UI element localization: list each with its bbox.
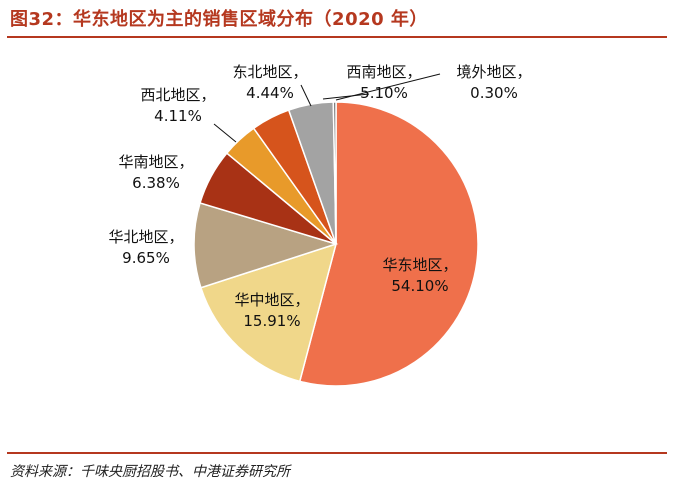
pie-slice bbox=[298, 101, 479, 387]
slice-value-label: 9.65% bbox=[122, 249, 170, 267]
slice-label: 华东地区， bbox=[382, 256, 457, 274]
pie-slice bbox=[332, 101, 337, 245]
source-note: 资料来源：千味央厨招股书、中港证券研究所 bbox=[10, 464, 290, 480]
slice-label: 华北地区， bbox=[108, 228, 183, 246]
slice-labels: 华东地区， 54.10% 华中地区， 15.91% 华北地区， 9.65% 华南地区， 6.3… bbox=[108, 63, 531, 330]
slice-label: 境外地区， bbox=[456, 63, 531, 81]
leader-line bbox=[300, 84, 312, 107]
slice-value-label: 6.38% bbox=[132, 174, 180, 192]
leader-lines bbox=[213, 73, 441, 143]
slice-value-label: 5.10% bbox=[360, 84, 408, 102]
pie-slice bbox=[199, 242, 338, 383]
slice-value-label: 15.91% bbox=[243, 312, 300, 330]
slice-label: 西南地区， bbox=[346, 63, 421, 81]
leader-line bbox=[322, 93, 370, 100]
title-divider bbox=[7, 36, 667, 38]
slice-label: 华中地区， bbox=[234, 291, 309, 309]
leader-line bbox=[213, 123, 237, 143]
chart-title: 图32：华东地区为主的销售区域分布（2020 年） bbox=[10, 9, 428, 30]
slice-value-label: 0.30% bbox=[470, 84, 518, 102]
slice-value-label: 4.11% bbox=[154, 107, 202, 125]
slice-value-label: 4.44% bbox=[246, 84, 294, 102]
pie-slice bbox=[193, 202, 339, 289]
slice-label: 西北地区， bbox=[140, 86, 215, 104]
footer-divider bbox=[7, 452, 667, 454]
slice-label: 东北地区， bbox=[232, 63, 307, 81]
slice-label: 华南地区， bbox=[118, 153, 193, 171]
pie-slices bbox=[193, 101, 479, 387]
slice-value-label: 54.10% bbox=[391, 277, 448, 295]
leader-line bbox=[335, 73, 441, 101]
